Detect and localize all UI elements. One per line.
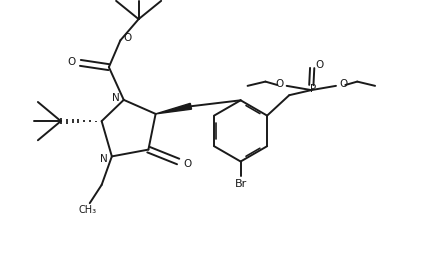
Text: O: O — [275, 79, 284, 89]
Polygon shape — [155, 103, 192, 114]
Text: O: O — [183, 159, 192, 169]
Text: N: N — [112, 93, 120, 103]
Text: CH₃: CH₃ — [78, 205, 97, 215]
Text: O: O — [124, 33, 132, 43]
Text: O: O — [68, 57, 76, 67]
Text: Br: Br — [234, 179, 247, 188]
Text: P: P — [310, 84, 317, 94]
Text: O: O — [339, 79, 347, 89]
Text: O: O — [316, 60, 324, 70]
Text: N: N — [101, 153, 108, 163]
